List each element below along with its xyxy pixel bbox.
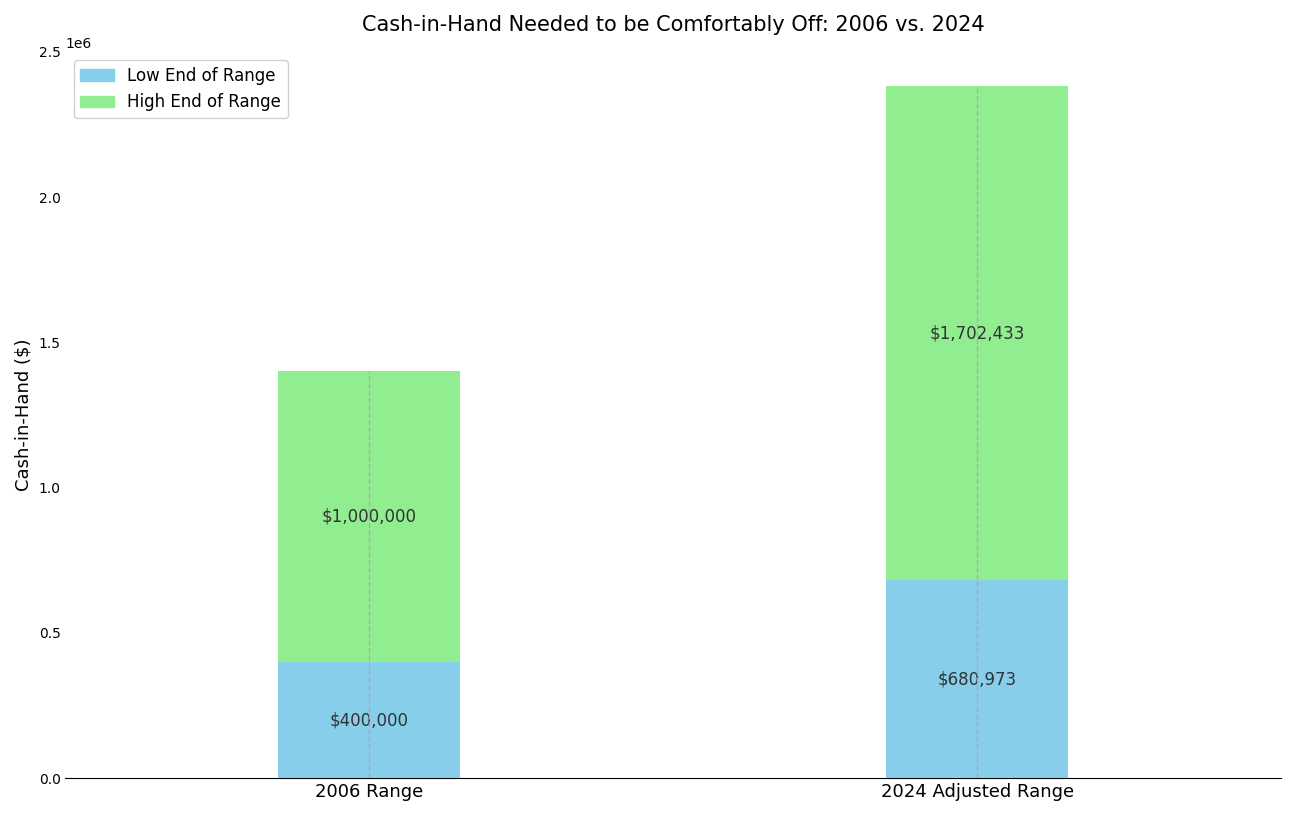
Text: $1,000,000: $1,000,000	[321, 508, 417, 526]
Bar	[886, 580, 1068, 778]
Bar	[279, 662, 460, 778]
Title: Cash-in-Hand Needed to be Comfortably Off: 2006 vs. 2024: Cash-in-Hand Needed to be Comfortably Of…	[362, 15, 985, 35]
Text: $1,702,433: $1,702,433	[929, 324, 1025, 342]
Bar	[279, 371, 460, 662]
Text: $680,973: $680,973	[937, 670, 1016, 688]
Y-axis label: Cash-in-Hand ($): Cash-in-Hand ($)	[16, 339, 32, 491]
Legend: Low End of Range, High End of Range: Low End of Range, High End of Range	[74, 60, 288, 118]
Bar	[886, 86, 1068, 580]
Text: $400,000: $400,000	[329, 711, 408, 729]
